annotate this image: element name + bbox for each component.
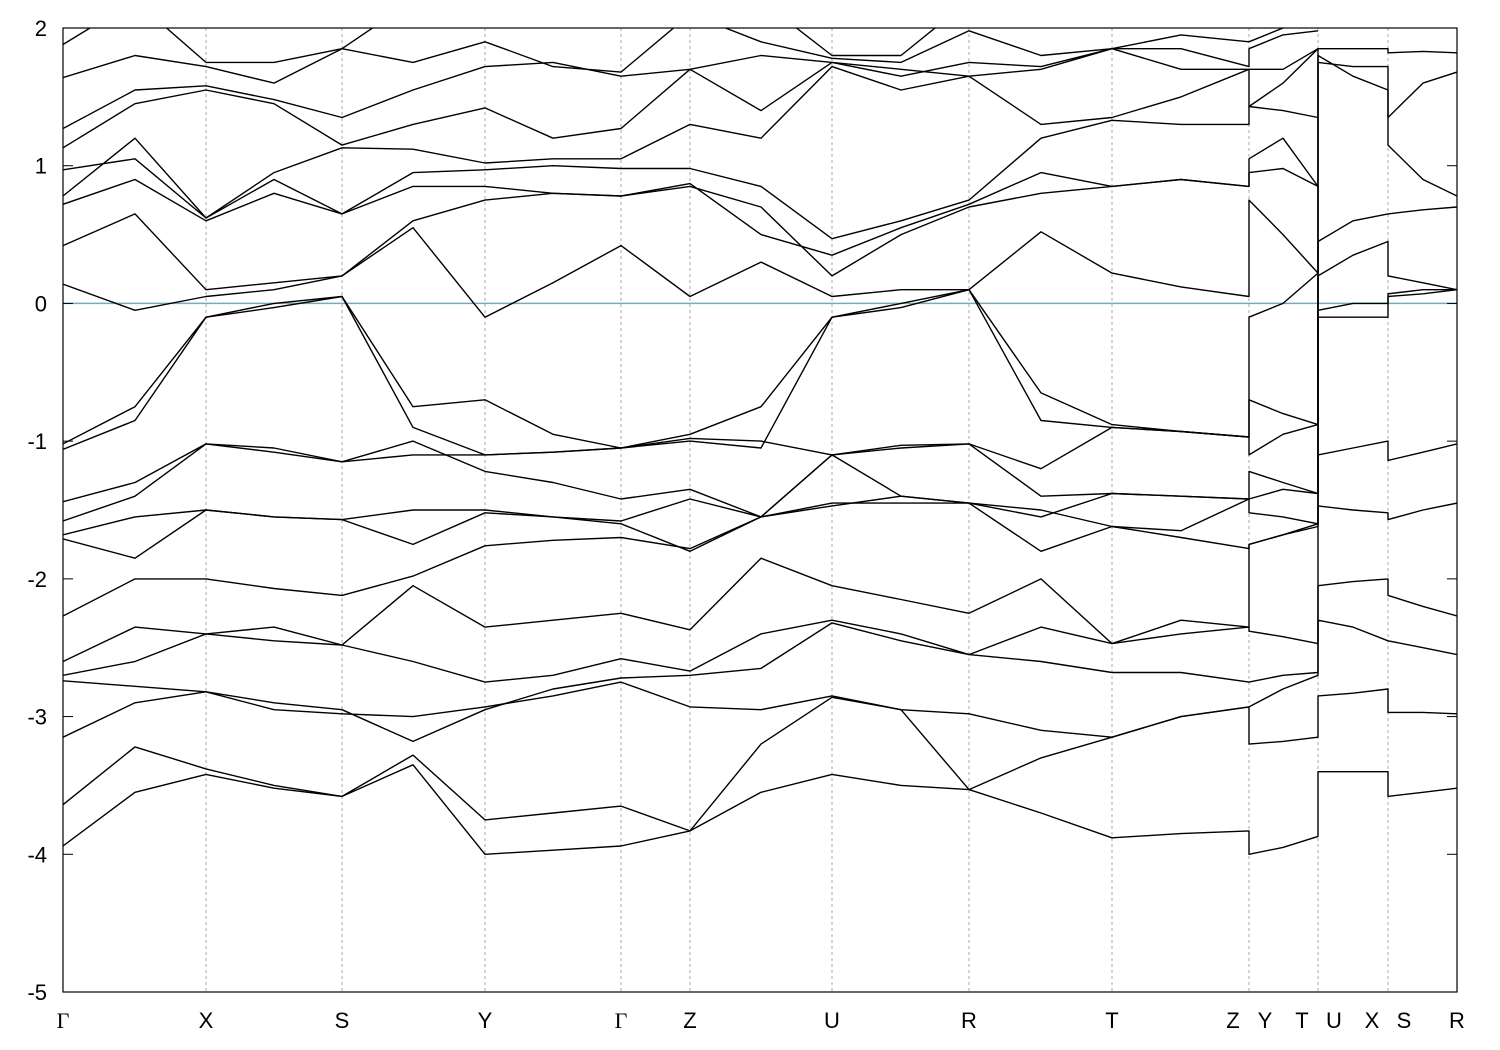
x-tick-label: Γ bbox=[57, 1008, 70, 1033]
x-tick-label: X bbox=[1365, 1008, 1380, 1033]
x-tick-label: T bbox=[1295, 1008, 1308, 1033]
x-tick-label: T bbox=[1105, 1008, 1118, 1033]
band-line bbox=[63, 54, 1457, 451]
x-tick-label: Z bbox=[1226, 1008, 1239, 1033]
band-line bbox=[63, 48, 1319, 149]
y-tick-label: 1 bbox=[35, 154, 47, 179]
x-tick-label: X bbox=[199, 1008, 214, 1033]
band-line bbox=[63, 199, 1319, 318]
band-line bbox=[63, 240, 1457, 552]
band-line bbox=[63, 48, 1319, 219]
band-line bbox=[63, 206, 1457, 522]
y-tick-label: -5 bbox=[27, 980, 47, 1005]
band-line bbox=[63, 137, 1319, 256]
x-tick-label: U bbox=[1326, 1008, 1342, 1033]
plot-frame bbox=[62, 27, 1458, 993]
x-tick-label: Y bbox=[478, 1008, 493, 1033]
band-line bbox=[63, 289, 1457, 617]
band-line bbox=[63, 28, 1285, 84]
grid bbox=[62, 28, 1458, 992]
x-tick-label: Z bbox=[683, 1008, 696, 1033]
x-tick-label: S bbox=[1397, 1008, 1412, 1033]
band-line bbox=[63, 30, 1319, 130]
band-line bbox=[63, 578, 1457, 743]
band-line bbox=[63, 105, 1319, 240]
y-tick-label: 2 bbox=[35, 16, 47, 41]
y-tick-label: -4 bbox=[27, 842, 47, 867]
band-line bbox=[63, 764, 1457, 855]
y-tick-label: -2 bbox=[27, 567, 47, 592]
band-line bbox=[63, 440, 1457, 663]
y-tick-label: -1 bbox=[27, 429, 47, 454]
x-tick-label: U bbox=[824, 1008, 840, 1033]
x-tick-label: Y bbox=[1258, 1008, 1273, 1033]
x-tick-label: Γ bbox=[615, 1008, 628, 1033]
band-line bbox=[63, 61, 1457, 503]
band-line bbox=[63, 167, 1319, 291]
x-tick-label: S bbox=[335, 1008, 350, 1033]
x-tick-label: R bbox=[1449, 1008, 1465, 1033]
y-tick-label: 0 bbox=[35, 291, 47, 316]
band-line bbox=[63, 502, 1457, 683]
band-line bbox=[63, 28, 937, 64]
y-tick-label: -3 bbox=[27, 705, 47, 730]
band-line bbox=[63, 688, 1457, 832]
bands bbox=[63, 28, 1457, 855]
x-tick-label: R bbox=[961, 1008, 977, 1033]
band-line bbox=[63, 619, 1457, 738]
